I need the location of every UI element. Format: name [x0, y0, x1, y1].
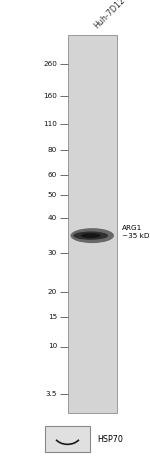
Text: HSP70: HSP70	[98, 435, 123, 444]
Text: 60: 60	[48, 172, 57, 177]
Text: 30: 30	[48, 250, 57, 256]
Text: 10: 10	[48, 344, 57, 349]
Text: ARG1
~35 kDa: ARG1 ~35 kDa	[122, 225, 150, 239]
Ellipse shape	[81, 233, 100, 238]
Bar	[45, 426, 90, 452]
Text: 3.5: 3.5	[45, 391, 57, 396]
Text: 20: 20	[48, 289, 57, 295]
Text: 260: 260	[43, 61, 57, 67]
Text: Huh-7D12: Huh-7D12	[92, 0, 127, 30]
Text: 50: 50	[48, 192, 57, 198]
Text: 160: 160	[43, 93, 57, 98]
Text: 110: 110	[43, 121, 57, 127]
Text: 40: 40	[48, 215, 57, 221]
Ellipse shape	[70, 228, 114, 243]
Text: 80: 80	[48, 147, 57, 152]
Bar	[68, 35, 117, 413]
Ellipse shape	[73, 231, 108, 240]
Text: 15: 15	[48, 315, 57, 320]
